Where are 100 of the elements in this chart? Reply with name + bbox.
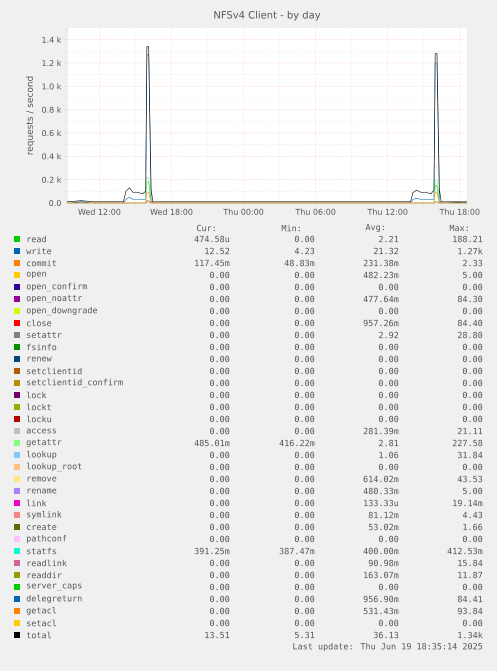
text: 0.00 — [294, 380, 314, 386]
legend-label: rename — [28, 488, 56, 494]
text: 956.90m — [364, 596, 398, 602]
legend-label: setclientid — [27, 368, 82, 374]
text: 0.00 — [294, 524, 314, 530]
text: 0.00 — [294, 404, 314, 410]
text: 0.00 — [210, 584, 230, 590]
text: 227.58 — [452, 440, 482, 446]
text: 0.00 — [378, 308, 398, 314]
legend-label: lookup — [26, 450, 56, 460]
text: 0.00 — [210, 308, 230, 314]
text: 84.30 — [458, 296, 482, 302]
legend-label: close — [27, 320, 52, 326]
text: 0.00 — [210, 596, 230, 602]
text: Last update: Thu Jun 19 18:35:14 2025 — [293, 642, 482, 652]
text: 0.00 — [462, 416, 482, 422]
text: 614.02m — [364, 476, 398, 482]
text: 0.00 — [462, 368, 482, 374]
text: 5.31 — [295, 632, 314, 638]
legend-label: getattr — [26, 439, 62, 447]
y-axis-title: requests / second — [26, 76, 35, 154]
text: 0.00 — [294, 392, 314, 398]
text: 0.00 — [294, 560, 314, 566]
text: 474.58u — [194, 236, 230, 242]
text: 36.13 — [374, 632, 398, 638]
legend-label: lock — [26, 392, 46, 398]
text: 53.02m — [368, 524, 398, 530]
text: 0.00 — [294, 584, 314, 590]
text: 0.00 — [462, 344, 482, 350]
text: 2.81 — [379, 440, 398, 446]
legend-label: create — [27, 524, 56, 530]
text: 0.00 — [210, 296, 230, 302]
text: 0.00 — [378, 416, 398, 422]
text: 531.43m — [364, 608, 398, 614]
legend-label: open_noattr — [26, 295, 82, 303]
text: 0.00 — [294, 608, 314, 614]
legend-label: pathconf — [26, 534, 66, 544]
text: 0.00 — [294, 428, 314, 434]
text: 90.98m — [368, 560, 398, 566]
text: 0.00 — [210, 320, 230, 326]
text: 5.00 — [463, 488, 482, 494]
legend-label: renew — [28, 356, 52, 362]
text: 0.00 — [378, 380, 398, 386]
chart-title: NFSv4 Client - by day — [214, 10, 320, 21]
text: 0.00 — [462, 392, 482, 398]
legend-label: total — [26, 632, 51, 638]
text: 0.00 — [210, 500, 230, 506]
text: 1.06 — [379, 452, 398, 458]
text: 2.21 — [379, 236, 398, 242]
legend-label: open — [26, 272, 46, 278]
legend-label: setattr — [27, 332, 62, 338]
text: 31.84 — [458, 452, 482, 458]
text: 1.66 — [463, 524, 482, 530]
text: 84.41 — [458, 596, 482, 602]
text: 19.14m — [453, 500, 482, 506]
text: 0.00 — [210, 392, 230, 398]
text: 0.00 — [462, 380, 482, 386]
legend-label: server_caps — [27, 584, 82, 590]
text: 163.07m — [364, 572, 398, 578]
legend-label: link — [26, 500, 46, 506]
text: 477.64m — [364, 296, 398, 302]
text: 0.00 — [210, 272, 230, 278]
text: 0.00 — [462, 584, 482, 590]
text: 0.00 — [462, 536, 482, 542]
text: 0.00 — [210, 416, 230, 422]
text: 0.00 — [210, 488, 230, 494]
text: 0.00 — [378, 344, 398, 350]
text: 0.00 — [378, 368, 398, 374]
text: 0.00 — [294, 536, 314, 542]
text: 93.84 — [458, 608, 482, 614]
legend-label: readdir — [28, 572, 62, 578]
text: 0.00 — [294, 332, 314, 338]
text: 0.00 — [210, 464, 230, 470]
text: 0.00 — [294, 500, 314, 506]
text: 21.32 — [374, 248, 398, 254]
text: 4.43 — [462, 512, 482, 518]
text: 0.00 — [210, 428, 230, 434]
text: 0.00 — [378, 392, 398, 398]
text: 0.00 — [378, 356, 398, 362]
text: 1.34k — [458, 632, 483, 638]
text: Max: — [450, 224, 468, 232]
text: 12.52 — [205, 248, 230, 254]
legend-label: lockt — [26, 404, 51, 410]
text: 13.51 — [205, 632, 230, 638]
text: 0.00 — [378, 404, 398, 410]
text: 387.47m — [280, 548, 314, 554]
legend-label: locku — [26, 416, 51, 422]
text: 0.00 — [294, 284, 314, 290]
text: 0.00 — [210, 608, 230, 614]
text: 0.00 — [294, 596, 314, 602]
text: 0.00 — [210, 380, 230, 386]
legend-label: remove — [28, 476, 56, 482]
text: 0.00 — [210, 476, 230, 482]
legend-label: symlink — [27, 510, 62, 520]
text: 416.22m — [280, 440, 314, 446]
text: 400.00m — [364, 548, 398, 554]
text: 0.00 — [378, 464, 398, 470]
text: 0.00 — [210, 284, 230, 290]
text: 0.00 — [294, 272, 314, 278]
text: 0.00 — [294, 296, 314, 302]
